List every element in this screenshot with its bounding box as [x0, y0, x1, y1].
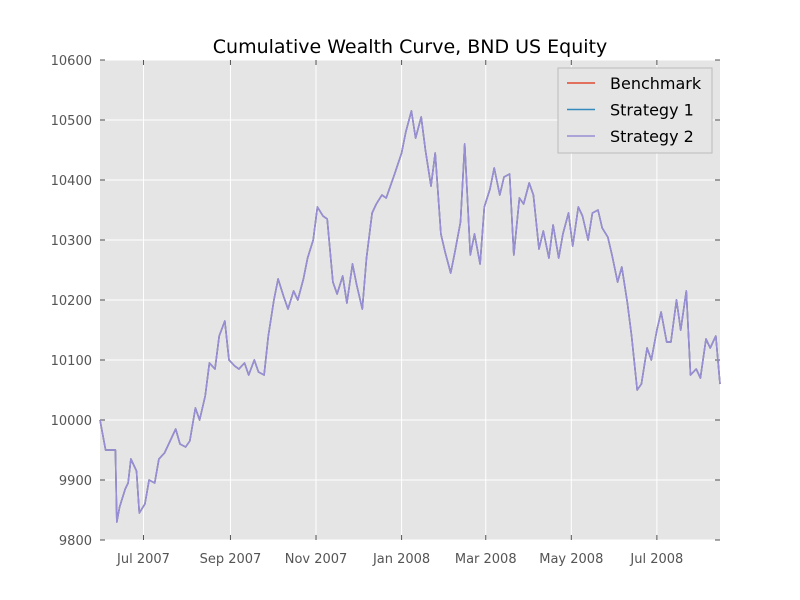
legend-label-strategy-1: Strategy 1 [610, 101, 694, 120]
y-axis: 9800 9900 10000 10100 10200 10300 10400 10500 10… [51, 54, 720, 549]
x-tick-label: Nov 2007 [285, 552, 348, 567]
y-tick-label: 10500 [51, 114, 92, 129]
legend-box [557, 67, 713, 154]
x-axis: Jul 2007 Sep 2007 Nov 2007 Jan 2008 Mar 2008… [116, 60, 683, 567]
x-tick-label: Sep 2007 [200, 552, 262, 567]
grid [100, 59, 720, 541]
series-lines [99, 110, 721, 523]
x-tick-label: Mar 2008 [455, 552, 517, 567]
y-tick-label: 10000 [51, 414, 92, 429]
x-tick-label: May 2008 [539, 552, 603, 567]
legend-label-strategy-2: Strategy 2 [610, 127, 694, 146]
x-tick-label: Jul 2007 [116, 552, 170, 567]
legend-label-benchmark: Benchmark [610, 74, 702, 93]
y-tick-label: 10300 [51, 234, 92, 249]
x-tick-label: Jul 2008 [629, 552, 683, 567]
x-tick-label: Jan 2008 [372, 552, 430, 567]
y-tick-label: 10200 [51, 294, 92, 309]
legend: Benchmark Strategy 1 Strategy 2 [557, 67, 713, 154]
y-tick-label: 9800 [59, 534, 92, 549]
y-tick-label: 10600 [51, 54, 92, 69]
y-tick-label: 9900 [59, 474, 92, 489]
series-line-strategy-2 [99, 110, 721, 523]
y-tick-label: 10400 [51, 174, 92, 189]
y-tick-label: 10100 [51, 354, 92, 369]
chart-title: Cumulative Wealth Curve, BND US Equity [213, 36, 607, 58]
